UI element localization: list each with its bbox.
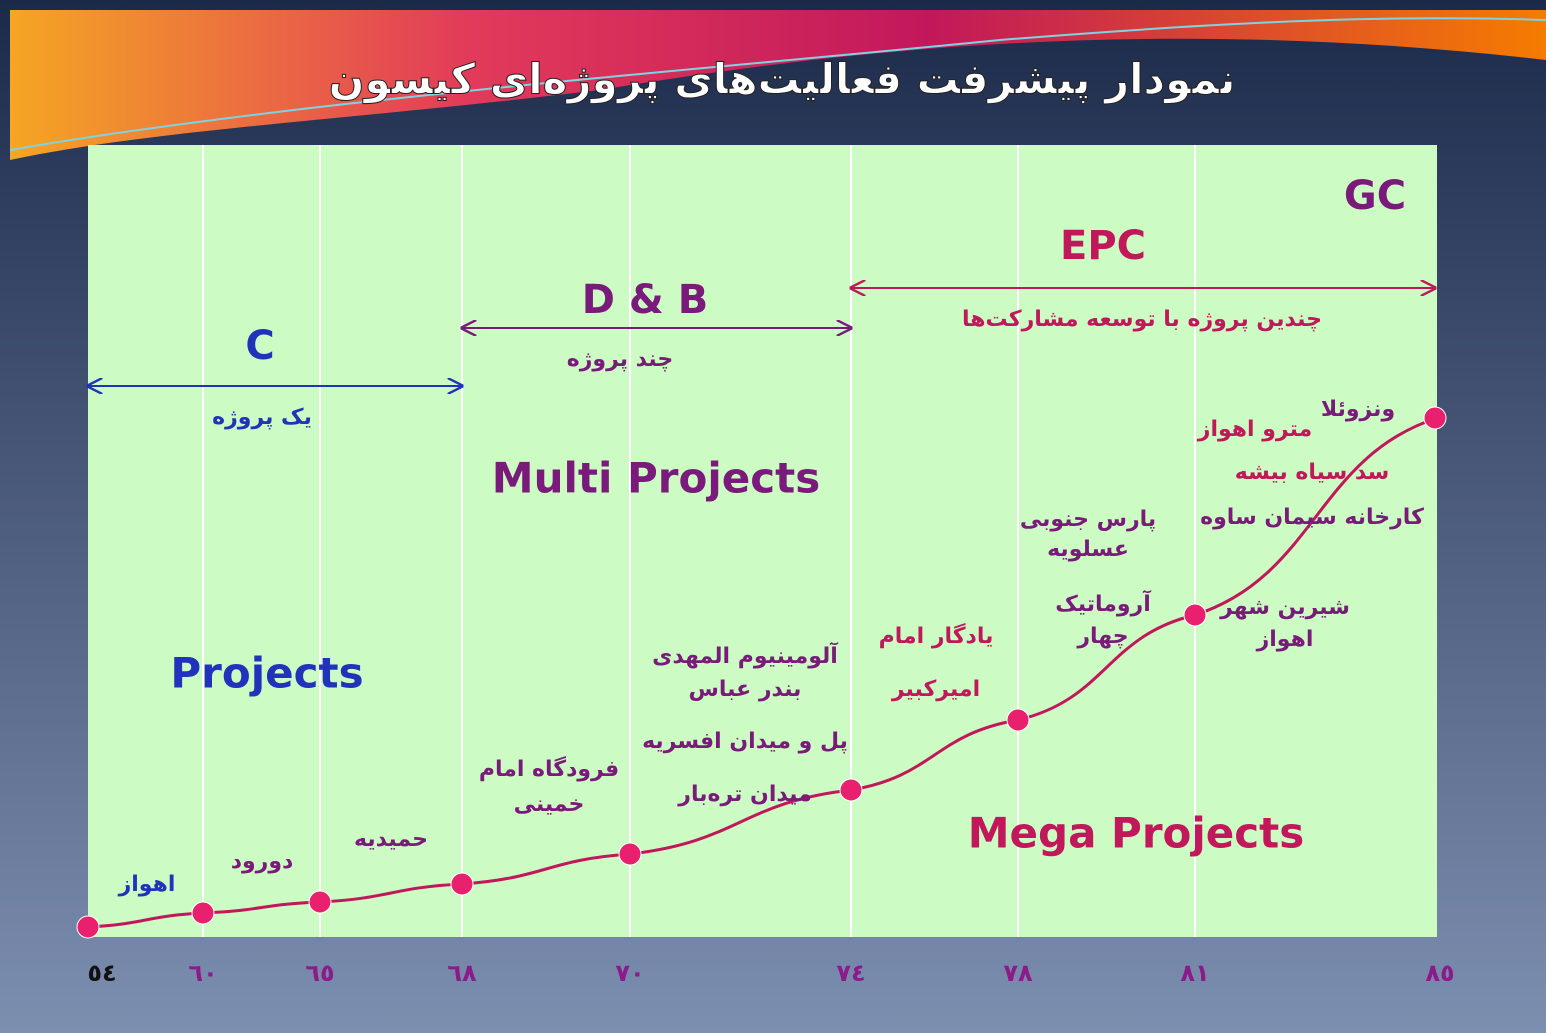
phase-name: D & B	[582, 277, 708, 323]
project-label: آلومینیوم المهدی	[652, 641, 838, 669]
phase-name: EPC	[1060, 223, 1146, 269]
axis-label: ٧٠	[615, 959, 644, 987]
project-label: ونزوئلا	[1321, 397, 1395, 422]
milestone	[192, 902, 214, 924]
milestone	[309, 891, 331, 913]
axis-label: ٨٥	[1425, 959, 1454, 987]
axis-label: ٥٤	[87, 959, 116, 987]
project-label: میدان تره‌بار	[677, 782, 811, 807]
milestone	[77, 916, 99, 938]
project-label: عسلویه	[1047, 537, 1129, 562]
milestone	[451, 873, 473, 895]
project-label: چهار	[1076, 624, 1128, 649]
axis-label: ٨١	[1180, 959, 1209, 987]
project-label: حمیدیه	[354, 827, 428, 852]
title: نمودار پیشرفت فعالیت‌های پروژه‌ای کیسون	[329, 55, 1236, 105]
project-label: امیرکبیر	[891, 677, 980, 702]
project-label: بندر عباس	[689, 677, 802, 702]
project-label: اهواز	[1256, 627, 1314, 652]
project-label: شیرین شهر	[1219, 595, 1350, 620]
phase-subtitle: چند پروژه	[567, 347, 673, 372]
project-label: دورود	[231, 849, 294, 874]
project-label: فرودگاه امام	[479, 755, 619, 782]
phase-subtitle: چندین پروژه با توسعه مشارکت‌ها	[962, 307, 1322, 332]
project-label: اهواز	[118, 872, 176, 897]
project-label: پل و میدان افسریه	[642, 729, 848, 754]
project-label: پارس جنوبی	[1020, 507, 1156, 532]
axis-label: ٦٠	[188, 959, 217, 987]
axis-label: ٧٨	[1003, 959, 1033, 987]
phase-subtitle: یک پروژه	[212, 405, 312, 430]
milestone	[619, 843, 641, 865]
project-label: آروماتیک	[1055, 589, 1151, 617]
axis-label: ٦٥	[305, 959, 334, 987]
project-label: خمینی	[514, 792, 585, 817]
project-label: سد سیاه بیشه	[1235, 460, 1390, 485]
slide: نمودار پیشرفت فعالیت‌های پروژه‌ای کیسون …	[0, 0, 1546, 1033]
axis-label: ٦٨	[447, 959, 477, 987]
project-label: یادگار امام	[879, 622, 994, 649]
section-label: Mega Projects	[968, 809, 1305, 858]
project-label: مترو اهواز	[1197, 417, 1312, 442]
section-label: Multi Projects	[492, 454, 820, 503]
milestone	[1007, 709, 1029, 731]
milestone	[1184, 604, 1206, 626]
section-label: Projects	[170, 649, 363, 698]
milestone	[1424, 407, 1446, 429]
milestone	[840, 779, 862, 801]
project-label: کارخانه سیمان ساوه	[1200, 505, 1424, 530]
phase-name: GC	[1344, 173, 1406, 219]
phase-name: C	[245, 323, 274, 369]
axis-label: ٧٤	[836, 959, 865, 987]
